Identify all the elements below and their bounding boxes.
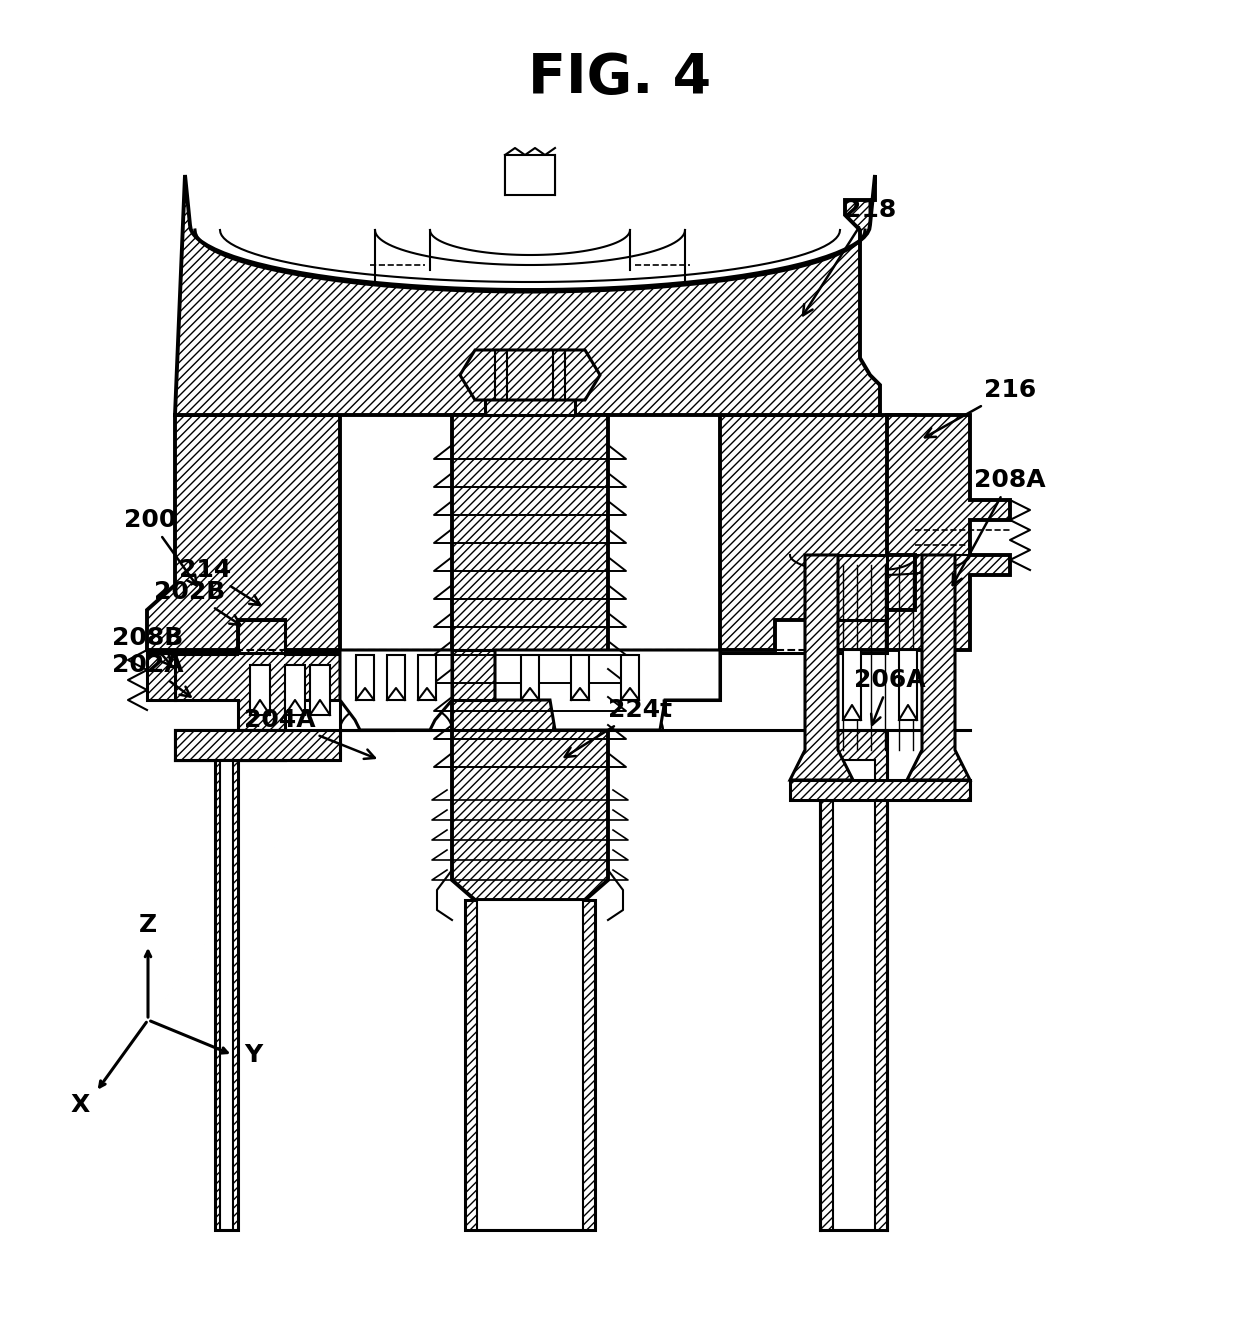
Text: 224t: 224t xyxy=(564,697,672,757)
Text: 216: 216 xyxy=(925,378,1037,438)
Polygon shape xyxy=(418,655,436,700)
Polygon shape xyxy=(340,650,453,731)
Polygon shape xyxy=(899,650,918,720)
Polygon shape xyxy=(833,760,875,1231)
Polygon shape xyxy=(175,731,340,760)
Polygon shape xyxy=(720,415,915,650)
Polygon shape xyxy=(148,650,175,700)
Polygon shape xyxy=(387,655,405,700)
Polygon shape xyxy=(790,780,970,800)
Polygon shape xyxy=(219,760,233,1231)
Polygon shape xyxy=(665,650,720,700)
Polygon shape xyxy=(843,650,861,720)
Text: Z: Z xyxy=(139,914,157,937)
Polygon shape xyxy=(250,666,270,715)
Polygon shape xyxy=(175,175,880,415)
Text: 200: 200 xyxy=(124,508,197,586)
Polygon shape xyxy=(887,415,1011,650)
Text: FIG. 4: FIG. 4 xyxy=(528,50,712,105)
Polygon shape xyxy=(621,655,639,700)
Polygon shape xyxy=(175,621,340,731)
Polygon shape xyxy=(310,666,330,715)
Polygon shape xyxy=(906,556,970,780)
Polygon shape xyxy=(285,666,305,715)
Polygon shape xyxy=(175,731,285,1231)
Text: Y: Y xyxy=(244,1044,262,1067)
Text: 218: 218 xyxy=(804,198,897,316)
Polygon shape xyxy=(505,155,556,195)
Polygon shape xyxy=(570,655,589,700)
Text: 202A: 202A xyxy=(112,652,191,696)
Polygon shape xyxy=(453,415,608,900)
Text: 208A: 208A xyxy=(952,468,1045,585)
Polygon shape xyxy=(805,556,887,650)
Text: 206A: 206A xyxy=(854,668,926,725)
Polygon shape xyxy=(175,731,285,760)
Polygon shape xyxy=(148,415,340,650)
Text: 214: 214 xyxy=(179,558,260,605)
Polygon shape xyxy=(460,350,600,400)
Polygon shape xyxy=(521,655,539,700)
Polygon shape xyxy=(356,655,374,700)
Polygon shape xyxy=(495,650,720,731)
Text: X: X xyxy=(71,1093,89,1116)
Text: 204A: 204A xyxy=(244,708,374,758)
Polygon shape xyxy=(790,556,853,780)
Polygon shape xyxy=(485,350,575,415)
Polygon shape xyxy=(465,900,595,1231)
Text: 202B: 202B xyxy=(154,579,241,625)
Text: 208B: 208B xyxy=(113,626,184,666)
Polygon shape xyxy=(453,650,495,700)
Polygon shape xyxy=(820,731,887,1231)
Polygon shape xyxy=(477,900,583,1231)
